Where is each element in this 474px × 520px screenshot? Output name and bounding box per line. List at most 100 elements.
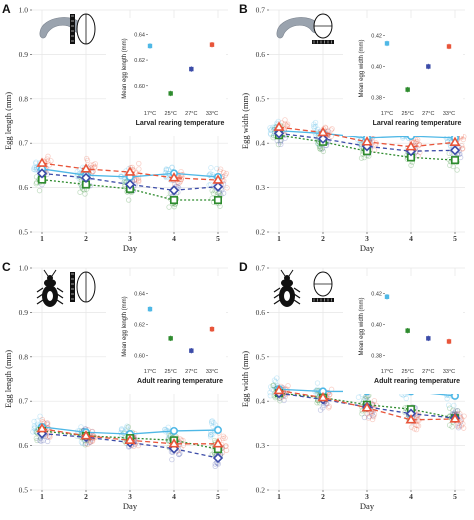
raw-point-33c <box>283 122 290 129</box>
series-33c <box>36 422 224 448</box>
raw-point-17c <box>311 125 318 131</box>
raw-point-25c <box>270 382 276 389</box>
raw-point-33c <box>84 157 91 164</box>
x-axis-label: Day <box>123 243 138 253</box>
raw-point-27c <box>212 463 218 470</box>
inset-mean-point-17c <box>147 306 153 312</box>
x-tick-label: 5 <box>453 234 457 243</box>
raw-point-17c <box>121 178 128 184</box>
mean-point-17c <box>214 426 223 435</box>
raw-point-25c <box>171 203 177 210</box>
beetle-antenna <box>288 269 294 277</box>
mean-point-27c <box>36 168 48 179</box>
raw-point-27c <box>278 141 284 148</box>
inset-mean-point-33c <box>446 339 452 344</box>
raw-point-17c <box>208 432 214 438</box>
raw-point-17c <box>163 167 170 173</box>
raw-point-17c <box>315 126 321 133</box>
raw-point-27c <box>361 414 368 421</box>
raw-point-17c <box>267 389 273 396</box>
y-axis-label: Egg width (mm) <box>240 351 250 407</box>
mean-point-27c <box>80 172 92 183</box>
raw-point-27c <box>40 437 46 444</box>
panel-b: 0.2 0.3 0.4 0.5 0.6 0.7 1 2 3 4 5 Day Egg width (mm)… <box>239 2 467 253</box>
mean-point-33c <box>124 166 136 176</box>
raw-point-17c <box>37 413 43 420</box>
raw-point-33c <box>416 141 422 148</box>
y-tick-label: 0.5 <box>256 94 266 103</box>
raw-point-33c <box>223 170 230 177</box>
y-tick-label: 0.5 <box>19 486 29 495</box>
raw-point-17c <box>209 418 216 424</box>
raw-point-33c <box>371 411 378 417</box>
mean-point-33c <box>273 121 285 131</box>
raw-point-33c <box>326 392 333 398</box>
raw-point-17c <box>79 440 86 447</box>
raw-point-33c <box>369 416 376 423</box>
raw-point-33c <box>329 126 335 132</box>
raw-point-17c <box>163 166 169 172</box>
raw-point-17c <box>34 418 40 424</box>
raw-point-17c <box>118 431 125 438</box>
x-tick-label: 2 <box>321 492 325 501</box>
mean-point-33c <box>405 414 417 424</box>
raw-point-27c <box>44 420 50 427</box>
inset-chart: 0.38 0.40 0.42 17°C 25°C 27°C 33°C Mean egg wid… <box>343 276 463 394</box>
raw-point-17c <box>118 429 124 436</box>
raw-point-25c <box>454 167 460 173</box>
raw-point-27c <box>169 456 175 463</box>
inset-mean-point-33c <box>209 42 215 47</box>
panel-letter: A <box>2 2 11 16</box>
y-tick-label: 0.9 <box>19 308 29 317</box>
raw-point-27c <box>457 151 463 157</box>
raw-point-17c <box>268 127 274 133</box>
mean-point-25c <box>170 196 179 205</box>
raw-point-33c <box>220 433 227 440</box>
raw-point-25c <box>275 141 282 148</box>
raw-point-33c <box>223 443 229 449</box>
y-tick-label: 0.3 <box>256 441 266 450</box>
raw-point-25c <box>210 190 217 196</box>
inset-x-tick-label: 17°C <box>144 369 156 375</box>
raw-point-33c <box>179 174 185 181</box>
raw-point-17c <box>32 167 38 173</box>
raw-point-33c <box>89 428 96 435</box>
y-tick-label: 0.6 <box>19 183 29 192</box>
scale-bar <box>312 298 334 302</box>
raw-point-33c <box>459 416 465 422</box>
panel-a: 0.5 0.6 0.7 0.8 0.9 1.0 1 2 3 4 5 Day Egg length (mm… <box>2 2 230 253</box>
beetle-leg <box>36 299 44 305</box>
raw-point-17c <box>211 420 217 426</box>
y-tick-label: 0.7 <box>19 397 29 406</box>
mean-point-27c <box>273 128 285 139</box>
beetle-head <box>47 275 53 281</box>
raw-point-33c <box>44 420 51 426</box>
raw-point-17c <box>311 123 317 130</box>
raw-point-33c <box>135 442 142 449</box>
raw-point-17c <box>267 392 274 399</box>
raw-point-25c <box>320 148 327 155</box>
raw-point-33c <box>39 416 46 423</box>
raw-point-17c <box>165 167 171 173</box>
raw-point-27c <box>45 434 51 440</box>
inset-x-tick-label: 33°C <box>206 111 218 117</box>
raw-point-27c <box>317 407 324 413</box>
raw-point-17c <box>31 164 38 171</box>
raw-point-33c <box>220 169 227 176</box>
raw-point-25c <box>317 146 323 152</box>
inset-mean-point-27c <box>426 336 431 341</box>
raw-point-33c <box>413 422 419 428</box>
x-tick-label: 2 <box>84 234 88 243</box>
raw-point-27c <box>455 425 462 431</box>
raw-point-33c <box>459 146 465 152</box>
raw-point-27c <box>38 438 44 444</box>
raw-point-17c <box>207 172 213 178</box>
beetle-leg <box>56 287 64 293</box>
x-tick-label: 2 <box>84 492 88 501</box>
y-tick-label: 0.3 <box>256 183 266 192</box>
inset-x-tick-label: 25°C <box>165 111 177 117</box>
y-axis-label: Egg width (mm) <box>240 93 250 149</box>
series-line-27c <box>278 132 456 152</box>
x-tick-label: 4 <box>172 492 176 501</box>
raw-point-17c <box>269 386 275 393</box>
